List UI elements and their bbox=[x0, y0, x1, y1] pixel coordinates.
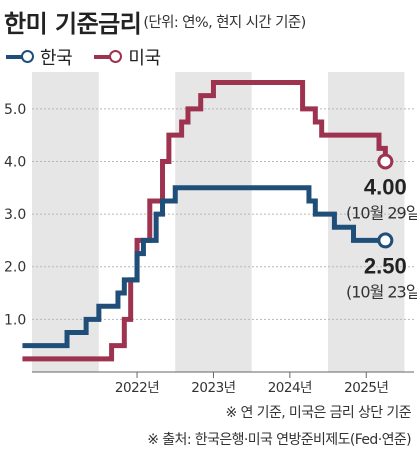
rate-chart: 1.0 2.0 3.0 4.0 5.0 2022년 2023년 2024년 2025년 2.50 (… bbox=[4, 72, 417, 396]
legend-swatch-korea bbox=[6, 50, 34, 64]
x-tick-label: 2025년 bbox=[344, 380, 388, 396]
legend-label-usa: 미국 bbox=[128, 48, 161, 69]
y-tick-label: 4.0 bbox=[4, 154, 26, 170]
end-marker-korea bbox=[377, 232, 394, 249]
end-marker-usa bbox=[377, 153, 394, 170]
x-tick-label: 2022년 bbox=[115, 380, 159, 396]
end-value-korea: 2.50 bbox=[364, 253, 407, 278]
footnotes: ※ 연 기준, 미국은 금리 상단 기준 ※ 출처: 한국은행·미국 연방준비제… bbox=[147, 400, 411, 454]
legend-item-korea: 한국 bbox=[6, 44, 73, 70]
year-band bbox=[328, 72, 405, 372]
y-tick-label: 1.0 bbox=[4, 312, 26, 328]
series-line-usa bbox=[22, 80, 388, 362]
unit-note: (단위: 연%, 현지 시간 기준) bbox=[143, 15, 306, 31]
y-tick-label: 2.0 bbox=[4, 260, 26, 276]
legend: 한국 미국 bbox=[6, 44, 183, 70]
end-value-usa: 4.00 bbox=[364, 174, 407, 199]
legend-swatch-usa bbox=[94, 50, 123, 64]
y-tick-label: 5.0 bbox=[4, 102, 26, 118]
series-line-korea bbox=[22, 185, 386, 349]
end-date-korea: (10월 23일) bbox=[346, 282, 417, 301]
x-tick-label: 2023년 bbox=[191, 380, 235, 396]
x-tick-label: 2024년 bbox=[268, 380, 312, 396]
legend-label-korea: 한국 bbox=[40, 48, 73, 69]
chart-title: 한미 기준금리 bbox=[4, 10, 142, 38]
year-band bbox=[32, 72, 99, 372]
y-tick-label: 3.0 bbox=[4, 207, 26, 223]
chart-header: 한미 기준금리 (단위: 연%, 현지 시간 기준) bbox=[4, 4, 417, 38]
footnote-basis: ※ 연 기준, 미국은 금리 상단 기준 bbox=[225, 405, 412, 421]
legend-item-usa: 미국 bbox=[94, 44, 161, 70]
end-date-usa: (10월 29일) bbox=[346, 203, 417, 222]
footnote-source: ※ 출처: 한국은행·미국 연방준비제도(Fed·연준) bbox=[147, 432, 411, 448]
